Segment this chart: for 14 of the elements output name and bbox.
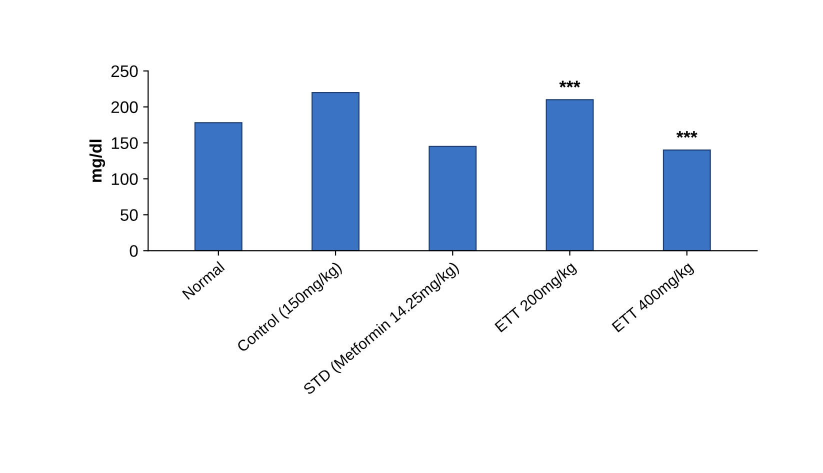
y-axis-title: mg/dl: [89, 140, 106, 182]
bar: [428, 146, 477, 251]
bar: [312, 92, 360, 251]
bar: [662, 149, 711, 251]
y-tick-label: 100: [112, 173, 138, 185]
y-tick-label: 200: [111, 101, 138, 114]
bar: [546, 99, 594, 251]
y-tick-label: 0: [130, 245, 138, 257]
y-tick-label: 250: [111, 65, 138, 78]
y-tick-label: 150: [112, 137, 138, 150]
bar: [194, 122, 242, 251]
annotation: ***: [559, 80, 580, 88]
annotation: ***: [676, 131, 698, 138]
y-tick-label: 50: [120, 209, 138, 221]
